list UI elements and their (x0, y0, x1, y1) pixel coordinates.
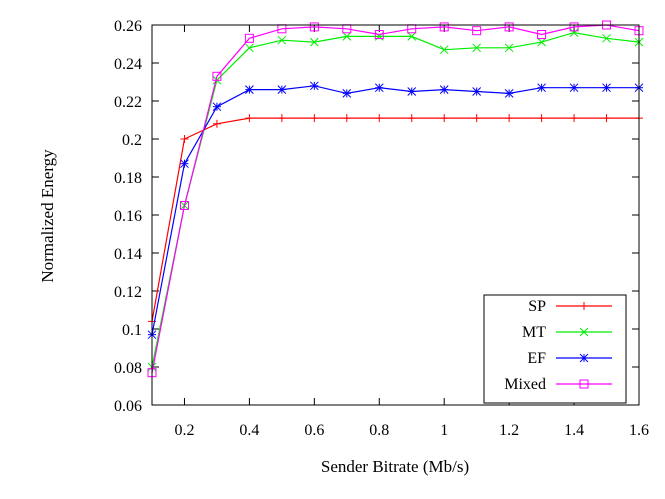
y-tick-label: 0.2 (122, 132, 142, 149)
series-sp (148, 114, 643, 326)
data-point-mixed (374, 30, 384, 39)
x-tick-label: 1.6 (629, 422, 649, 439)
data-point-ef (602, 83, 611, 93)
data-point-mt (277, 35, 287, 45)
legend-marker-mixed (579, 379, 589, 389)
y-tick-label: 0.14 (114, 246, 142, 263)
data-point-mt (602, 33, 611, 43)
data-point-ef (407, 87, 417, 96)
data-point-mt (439, 45, 449, 55)
data-point-mixed (212, 71, 222, 81)
data-point-sp (407, 114, 416, 123)
x-tick-label: 0.6 (304, 422, 324, 439)
series-line-sp (151, 117, 639, 322)
data-point-mt (245, 43, 254, 53)
plot-frame (151, 24, 640, 406)
data-point-mixed (472, 26, 482, 36)
legend-entries: SP MT EF Mixed (504, 298, 612, 393)
series-line-mt (151, 31, 640, 368)
data-point-sp (277, 114, 286, 123)
legend: SP MT EF Mixed (483, 294, 627, 404)
data-point-mixed (439, 22, 449, 32)
legend-box (483, 294, 627, 404)
data-point-sp (537, 114, 546, 123)
data-point-mt (407, 32, 417, 41)
legend-marker-ef (579, 353, 589, 363)
y-axis-title: Normalized Energy (38, 149, 57, 283)
data-point-mixed (179, 201, 189, 210)
y-tick-label: 0.22 (114, 94, 142, 111)
x-axis-title: Sender Bitrate (Mb/s) (321, 457, 469, 476)
data-point-ef (472, 87, 482, 96)
data-point-ef (245, 85, 254, 94)
data-point-sp (570, 114, 579, 123)
x-tick-label: 0.4 (239, 422, 259, 439)
x-tick-label: 0.8 (369, 422, 389, 439)
data-point-sp (180, 135, 189, 143)
x-tick-label: 0.2 (174, 422, 194, 439)
series-line-ef (151, 85, 639, 335)
data-point-mt (504, 43, 514, 53)
data-point-mt (309, 37, 319, 47)
y-tick-label: 0.12 (114, 284, 142, 301)
y-tick-label: 0.26 (114, 18, 142, 35)
data-point-ef (180, 159, 189, 169)
data-point-ef (537, 83, 546, 93)
legend-marker-mt (579, 327, 589, 337)
y-tick-labels: 0.06 0.08 0.1 0.12 0.14 0.16 0.18 0.2 0.22 0.24 0.… (114, 18, 142, 415)
y-tick-label: 0.18 (114, 170, 142, 187)
data-point-ef (309, 81, 319, 91)
y-tick-label: 0.06 (114, 398, 142, 415)
legend-label-sp: SP (528, 298, 546, 315)
data-point-mixed (244, 33, 254, 43)
data-point-ef (212, 102, 222, 112)
data-point-ef (569, 83, 579, 93)
data-point-mt (569, 28, 579, 37)
data-point-mixed (309, 22, 319, 32)
data-point-mixed (504, 22, 514, 32)
legend-marker-sp (580, 302, 588, 310)
data-point-sp (472, 114, 481, 123)
y-tick-label: 0.08 (114, 360, 142, 377)
data-point-sp (375, 114, 384, 123)
y-tick-label: 0.1 (122, 322, 142, 339)
plot-series (147, 20, 644, 378)
data-point-mt (342, 32, 352, 41)
y-tick-label: 0.24 (114, 56, 142, 73)
data-point-sp (602, 114, 611, 123)
data-point-mt (472, 43, 482, 53)
data-point-sp (212, 119, 221, 128)
legend-label-ef: EF (527, 350, 546, 367)
legend-label-mixed: Mixed (504, 376, 546, 393)
data-point-sp (505, 114, 514, 123)
y-tick-label: 0.16 (114, 208, 142, 225)
series-line-mixed (151, 24, 640, 373)
data-point-ef (374, 83, 384, 93)
series-ef (147, 81, 644, 340)
x-tick-label: 1.2 (499, 422, 519, 439)
x-tick-label: 1.4 (564, 422, 584, 439)
data-point-mixed (569, 22, 579, 32)
legend-label-mt: MT (522, 324, 546, 341)
data-point-ef (439, 85, 449, 94)
data-point-mixed (537, 30, 547, 39)
x-tick-label: 1 (440, 422, 448, 439)
data-point-mt (537, 37, 546, 47)
data-point-ef (504, 89, 514, 98)
x-tick-labels: 0.2 0.4 0.6 0.8 1 1.2 1.4 1.6 (174, 422, 649, 439)
data-point-ef (342, 89, 352, 98)
data-point-sp (245, 114, 254, 123)
data-point-sp (310, 114, 319, 123)
data-point-sp (342, 114, 351, 123)
data-point-sp (440, 114, 449, 123)
data-point-ef (277, 85, 287, 94)
